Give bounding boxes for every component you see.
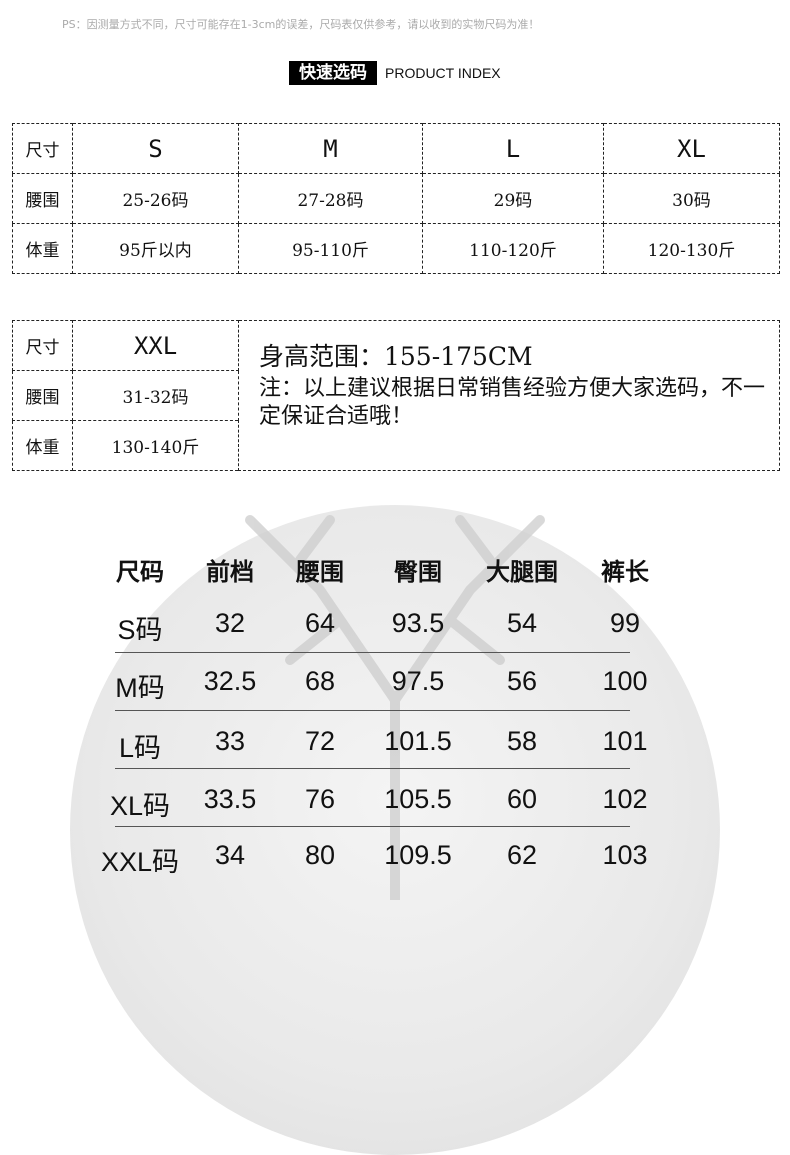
row-divider [115,652,630,653]
chart-row: XL码 33.5 76 105.5 60 102 [0,784,790,824]
label-size: 尺寸 [12,320,73,371]
weight-cell: 95-110斤 [238,223,423,274]
size-cell: XL [603,123,780,174]
waist-cell: 25-26码 [72,173,239,224]
cell-hip: 105.5 [384,784,452,814]
cell-length: 101 [602,726,648,756]
cell-hip: 97.5 [391,666,445,696]
section-title: 快速选码 PRODUCT INDEX [289,61,501,85]
cell-front-rise: 33 [214,726,246,756]
size-cell: XXL [72,320,239,371]
cell-waist: 64 [304,608,336,638]
weight-cell: 95斤以内 [72,223,239,274]
cell-length: 102 [602,784,648,814]
row-divider [115,710,630,711]
quick-size-table: 尺寸 S M L XL 腰围 25-26码 27-28码 29码 30码 体重 … [12,123,780,274]
cell-thigh: 62 [506,840,538,870]
cell-size: L码 [118,733,162,763]
weight-cell: 120-130斤 [603,223,780,274]
weight-cell: 110-120斤 [422,223,604,274]
title-en: PRODUCT INDEX [385,65,501,81]
height-range: 身高范围：155-175CM [259,342,533,371]
xxl-size-table: 尺寸 XXL 身高范围：155-175CM 注：以上建议根据日常销售经验方便大家… [12,320,780,471]
cell-front-rise: 32.5 [203,666,257,696]
cell-hip: 93.5 [391,608,445,638]
row-divider [115,826,630,827]
cell-thigh: 54 [506,608,538,638]
cell-hip: 101.5 [384,726,452,756]
label-size: 尺寸 [12,123,73,174]
chart-row: M码 32.5 68 97.5 56 100 [0,666,790,706]
notice-text: PS：因测量方式不同，尺寸可能存在1-3cm的误差，尺码表仅供参考，请以收到的实… [62,18,540,31]
cell-waist: 80 [304,840,336,870]
chart-row: XXL码 34 80 109.5 62 103 [0,840,790,880]
cell-size: M码 [115,673,165,703]
cell-size: XL码 [109,791,171,821]
row-divider [115,768,630,769]
chart-row: S码 32 64 93.5 54 99 [0,608,790,648]
header-waist: 腰围 [296,558,344,586]
header-size: 尺码 [116,558,164,586]
chart-header-row: 尺码 前档 腰围 臀围 大腿围 裤长 [0,552,790,592]
cell-length: 103 [602,840,648,870]
fit-note: 注：以上建议根据日常销售经验方便大家选码，不一定保证合适哦！ [259,376,766,429]
antler-tree-decoration [245,515,545,900]
header-hip: 臀围 [394,558,442,586]
cell-waist: 72 [304,726,336,756]
cell-length: 99 [609,608,641,638]
header-length: 裤长 [601,558,649,586]
label-waist: 腰围 [12,173,73,224]
cell-front-rise: 34 [214,840,246,870]
cell-front-rise: 32 [214,608,246,638]
chart-row: L码 33 72 101.5 58 101 [0,726,790,766]
header-thigh: 大腿围 [486,558,558,586]
title-cn: 快速选码 [289,61,377,85]
cell-thigh: 58 [506,726,538,756]
cell-size: S码 [117,615,163,645]
cell-front-rise: 33.5 [203,784,257,814]
weight-cell: 130-140斤 [72,420,239,471]
cell-thigh: 60 [506,784,538,814]
cell-hip: 109.5 [384,840,452,870]
cell-thigh: 56 [506,666,538,696]
header-front-rise: 前档 [206,558,254,586]
cell-length: 100 [602,666,648,696]
note-cell: 身高范围：155-175CM 注：以上建议根据日常销售经验方便大家选码，不一定保… [238,320,780,471]
label-weight: 体重 [12,223,73,274]
cell-waist: 68 [304,666,336,696]
size-cell: L [422,123,604,174]
size-cell: M [238,123,423,174]
cell-size: XXL码 [100,847,180,877]
cell-waist: 76 [304,784,336,814]
waist-cell: 29码 [422,173,604,224]
